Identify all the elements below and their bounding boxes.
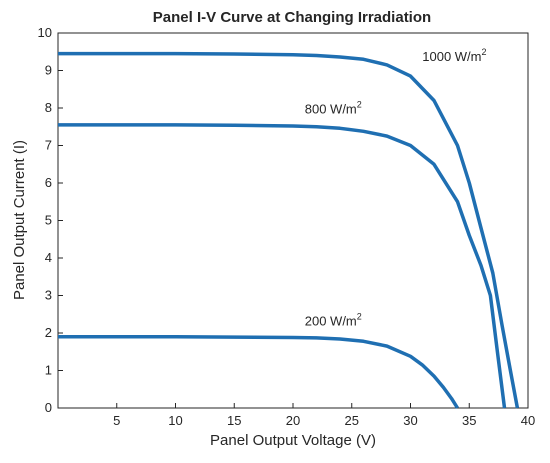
x-tick-label: 5: [113, 413, 120, 428]
series-line-2: [58, 335, 459, 409]
x-tick-label: 20: [286, 413, 300, 428]
x-tick-label: 30: [403, 413, 417, 428]
x-tick-label: 40: [521, 413, 535, 428]
curve-annotation: 1000 W/m2: [422, 47, 486, 64]
x-axis-label: Panel Output Voltage (V): [210, 432, 376, 449]
x-axis-ticks: 5 10 15 20 25 30 35 40: [113, 403, 535, 428]
y-tick-label: 9: [45, 63, 52, 78]
x-tick-label: 15: [227, 413, 241, 428]
x-tick-label: 35: [462, 413, 476, 428]
y-tick-label: 0: [45, 400, 52, 415]
chart-title: Panel I-V Curve at Changing Irradiation: [153, 9, 431, 26]
y-tick-label: 4: [45, 250, 52, 265]
y-tick-label: 10: [38, 25, 52, 40]
y-tick-label: 5: [45, 213, 52, 228]
curve-annotation: 200 W/m2: [305, 312, 362, 329]
plot-frame: [57, 32, 529, 409]
y-tick-label: 3: [45, 288, 52, 303]
series-lines: [58, 51, 520, 409]
x-tick-label: 10: [168, 413, 182, 428]
y-tick-label: 7: [45, 138, 52, 153]
y-axis-label: Panel Output Current (I): [11, 140, 28, 300]
y-tick-label: 2: [45, 325, 52, 340]
y-axis-ticks: 0 1 2 3 4 5 6 7 8 9 10: [38, 25, 63, 415]
plot-area: [57, 32, 529, 409]
y-tick-label: 1: [45, 363, 52, 378]
curve-annotations: 1000 W/m2 800 W/m2 200 W/m2: [305, 47, 487, 328]
y-tick-label: 6: [45, 175, 52, 190]
series-line-1: [58, 123, 507, 409]
curve-annotation: 800 W/m2: [305, 100, 362, 117]
series-line-0: [58, 51, 520, 409]
x-tick-label: 25: [345, 413, 359, 428]
y-tick-label: 8: [45, 100, 52, 115]
